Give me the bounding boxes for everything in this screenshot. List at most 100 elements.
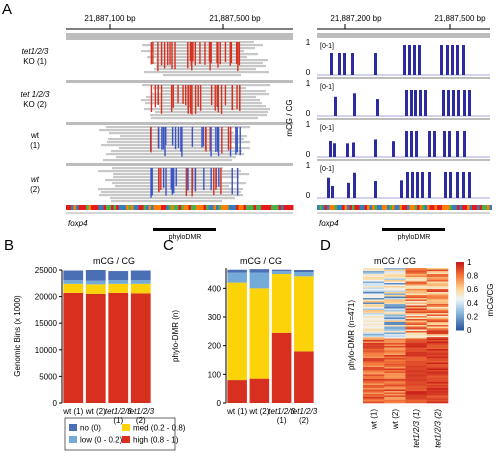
sequence-base	[201, 205, 204, 210]
heatmap-cell	[426, 325, 449, 327]
heatmap-cell	[384, 314, 406, 317]
bar-track-group: 1 0 [0-1] 1 0 [0-1] 1 0 [0-1] 1 0 [0-1]	[306, 36, 490, 200]
sequence-base	[281, 205, 284, 210]
bar-segment	[85, 293, 106, 403]
sequence-base	[91, 205, 94, 210]
heatmap-cell	[405, 286, 428, 288]
read	[106, 153, 244, 156]
bar-segment	[108, 280, 129, 284]
heatmap-cells	[363, 268, 449, 404]
heatmap-cell	[363, 398, 385, 401]
sequence-base	[221, 205, 224, 210]
heatmap-cell	[363, 317, 385, 320]
sequence-base	[166, 205, 169, 210]
sequence-base	[454, 205, 457, 210]
heatmap-cell	[426, 305, 449, 308]
heatmap-cell	[426, 394, 449, 396]
heatmap-cell	[363, 308, 385, 311]
sequence-base	[397, 205, 400, 210]
methylation-bar	[443, 131, 446, 157]
read	[116, 156, 236, 159]
heatmap-cell	[405, 269, 428, 272]
sequence-base	[437, 205, 440, 210]
region-label-left: phyloDMR	[169, 234, 202, 241]
heatmap-cell	[363, 302, 385, 305]
mismatch-mark	[210, 42, 212, 64]
sequence-base	[327, 205, 330, 210]
heatmap-cell	[384, 374, 406, 377]
heatmap-cell	[384, 286, 406, 288]
sequence-base	[444, 205, 447, 210]
heatmap-cell	[384, 319, 406, 321]
heatmap-cell	[363, 331, 385, 333]
heatmap-cell	[426, 379, 449, 381]
heatmap-cell	[384, 347, 406, 350]
y-tick-label: 25000	[35, 266, 58, 275]
bar-segment	[130, 283, 151, 294]
mismatch-mark	[194, 85, 197, 114]
x-tick-label: tet1/2/3	[105, 407, 132, 416]
y-tick-label: 100	[208, 370, 222, 379]
mismatch-mark	[160, 42, 163, 66]
sequence-base	[354, 205, 357, 210]
heatmap-cell	[405, 382, 428, 384]
methylation-bar	[416, 172, 419, 198]
sequence-base	[71, 205, 74, 210]
read	[98, 188, 243, 191]
heatmap-cell	[363, 386, 385, 389]
sequence-base	[424, 205, 427, 210]
bar-segment	[249, 269, 270, 273]
mismatch-mark	[217, 85, 219, 113]
heatmap-cell	[405, 287, 428, 290]
heatmap-cell	[363, 335, 385, 338]
methylation-bar	[457, 90, 460, 116]
heatmap-cell	[426, 383, 449, 386]
sequence-base	[248, 205, 251, 210]
heatmap-cell	[363, 274, 385, 276]
mismatch-mark	[191, 127, 194, 147]
heatmap-cell	[405, 325, 428, 327]
heatmap-cell	[363, 370, 385, 372]
sequence-base	[203, 205, 206, 210]
track-label-2-line1: tet 1/2/3	[21, 90, 50, 99]
heatmap-cell	[384, 350, 406, 353]
heatmap-cell	[363, 349, 385, 351]
sequence-bar	[66, 205, 294, 210]
sequence-base	[211, 205, 214, 210]
bar-segment	[271, 274, 292, 333]
legend-box	[64, 417, 176, 451]
chart-c-ylabel: phylo-DMR (n)	[171, 310, 180, 362]
methylation-bar	[376, 99, 379, 116]
legend: no (0) med (0.2 - 0.8) low (0 - 0.2) high (…	[64, 417, 186, 451]
heatmap-cell	[426, 298, 449, 300]
heatmap-cell	[426, 374, 449, 377]
heatmap-cell	[426, 271, 449, 273]
mismatch-mark	[209, 127, 211, 151]
mismatch-mark	[231, 168, 233, 195]
heatmap-cell	[384, 346, 406, 348]
y-tick-label: 0	[53, 399, 58, 408]
sequence-base	[213, 205, 216, 210]
heatmap-cell	[405, 337, 428, 339]
bar-segment	[130, 280, 151, 284]
heatmap-cell	[363, 286, 385, 288]
sequence-base	[477, 205, 480, 210]
heatmap-cell	[426, 353, 449, 356]
heatmap-cell	[426, 361, 449, 363]
sequence-base	[357, 205, 360, 210]
heatmap-cell	[426, 292, 449, 294]
sequence-base	[161, 205, 164, 210]
sequence-base	[158, 205, 161, 210]
methylation-bar	[414, 90, 417, 116]
heatmap-cell	[426, 382, 449, 384]
x-tick-label: (2)	[299, 416, 309, 425]
methylation-bar	[330, 53, 333, 75]
heatmap-cell	[405, 367, 428, 369]
read	[145, 102, 262, 105]
panel-c-chart: mCG / CG phylo-DMR (n) 0 100 200 300 400 wt …	[171, 256, 318, 425]
track-separator	[317, 77, 490, 79]
heatmap-cell	[426, 340, 449, 342]
methylation-bar	[433, 131, 436, 157]
sequence-base	[141, 205, 144, 210]
heatmap-cell	[384, 377, 406, 380]
